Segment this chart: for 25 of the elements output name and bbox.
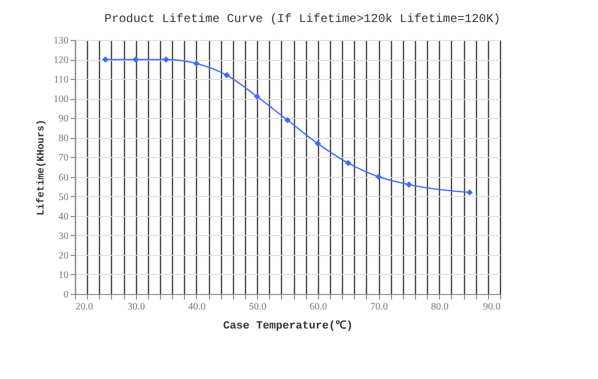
y-tick-label: 100 (54, 94, 68, 106)
y-tick-label: 90 (58, 114, 68, 125)
y-tick-label: 120 (54, 55, 68, 66)
y-tick-label: 50 (58, 192, 68, 203)
y-tick-label: 70 (58, 152, 68, 164)
x-tick-label: 40.0 (188, 302, 206, 312)
x-tick-label: 50.0 (248, 302, 266, 312)
y-tick-label: 20 (58, 250, 68, 262)
x-tick-label: 70.0 (370, 302, 388, 312)
x-tick-label: 80.0 (431, 302, 449, 312)
y-tick-label: 110 (54, 74, 68, 86)
y-tick-label: 10 (58, 270, 68, 281)
y-axis-title: Lifetime(KHours) (36, 119, 48, 216)
x-axis-title: Case Temperature(℃) (223, 320, 353, 332)
x-tick-label: 20.0 (76, 302, 93, 312)
y-tick-label: 80 (58, 133, 68, 144)
x-tick-label: 30.0 (127, 302, 145, 312)
y-tick-label: 40 (58, 211, 68, 222)
x-tick-label: 60.0 (310, 302, 328, 312)
y-tick-label: 0 (64, 290, 68, 300)
y-tick-label: 60 (58, 172, 68, 184)
y-tick-label: 30 (58, 230, 68, 242)
y-tick-label: 130 (54, 36, 68, 46)
x-tick-label: 90.0 (483, 302, 500, 312)
chart-title: Product Lifetime Curve (If Lifetime>120k Lifetime=120K) (104, 12, 500, 26)
